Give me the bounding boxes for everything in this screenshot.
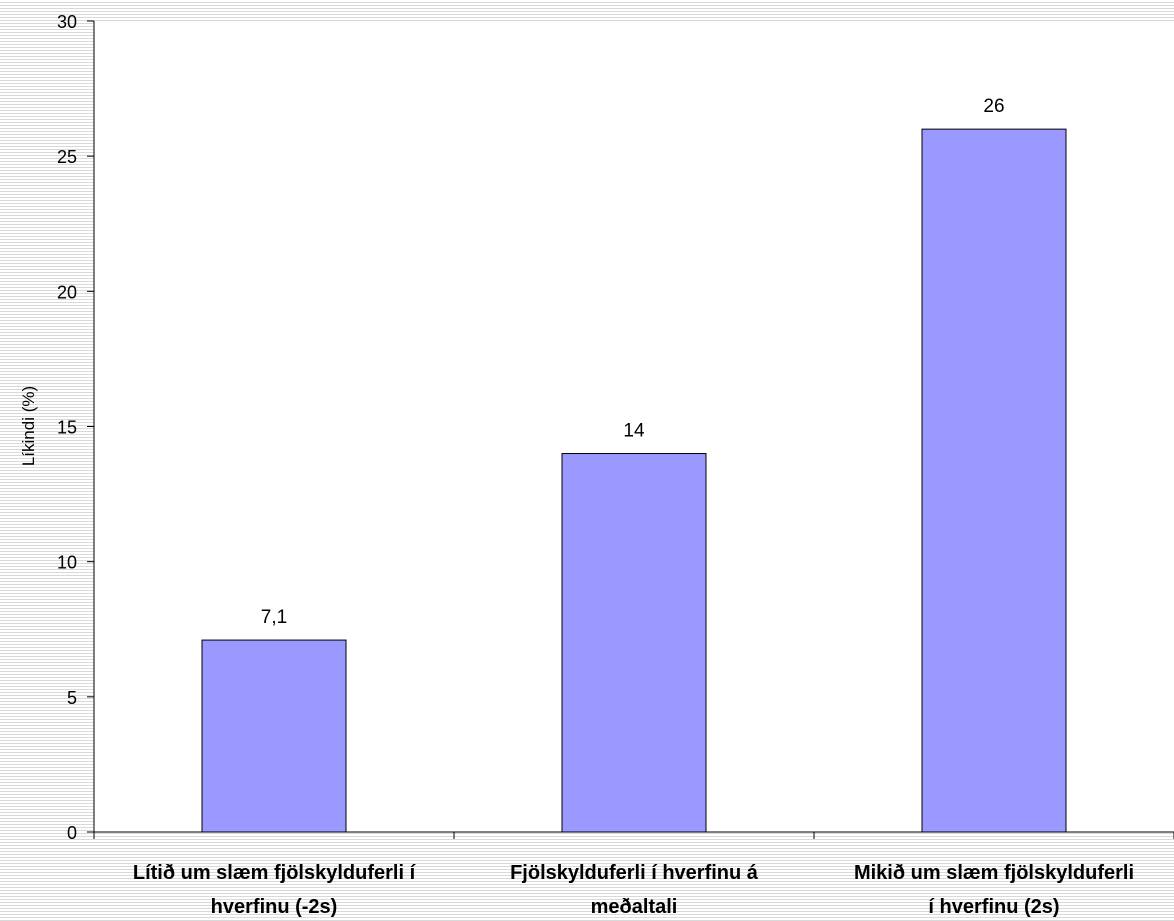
data-labels-group: 7,1 14 26 bbox=[261, 96, 1005, 628]
data-label: 14 bbox=[623, 421, 645, 442]
bars-group bbox=[201, 128, 1067, 833]
y-tick-label: 30 bbox=[57, 12, 77, 32]
y-tick-label: 0 bbox=[67, 823, 77, 843]
y-tick-label: 10 bbox=[57, 553, 77, 573]
x-labels-group: Lítið um slæm fjölskylduferli í hverfinu … bbox=[133, 862, 1134, 918]
x-category-label: Lítið um slæm fjölskylduferli í bbox=[133, 862, 417, 884]
y-axis-title: Líkindi (%) bbox=[19, 386, 38, 466]
y-tick-label: 25 bbox=[57, 147, 77, 167]
x-category-label: Mikið um slæm fjölskylduferli bbox=[854, 862, 1134, 884]
bar bbox=[561, 453, 707, 833]
y-tick-label: 5 bbox=[67, 688, 77, 708]
data-label: 26 bbox=[983, 96, 1004, 117]
x-category-label: hverfinu (-2s) bbox=[211, 896, 338, 918]
y-tick-label: 15 bbox=[57, 418, 77, 438]
x-ticks-group bbox=[93, 832, 1174, 839]
bar bbox=[201, 639, 347, 833]
y-tick-label: 20 bbox=[57, 282, 77, 302]
x-category-label: í hverfinu (2s) bbox=[928, 896, 1059, 918]
x-category-label: meðaltali bbox=[591, 896, 678, 918]
y-ticks-group: 0 5 10 15 20 25 30 bbox=[57, 12, 94, 843]
data-label: 7,1 bbox=[261, 607, 287, 628]
x-category-label: Fjölskylduferli í hverfinu á bbox=[510, 862, 759, 884]
bar bbox=[921, 128, 1067, 833]
